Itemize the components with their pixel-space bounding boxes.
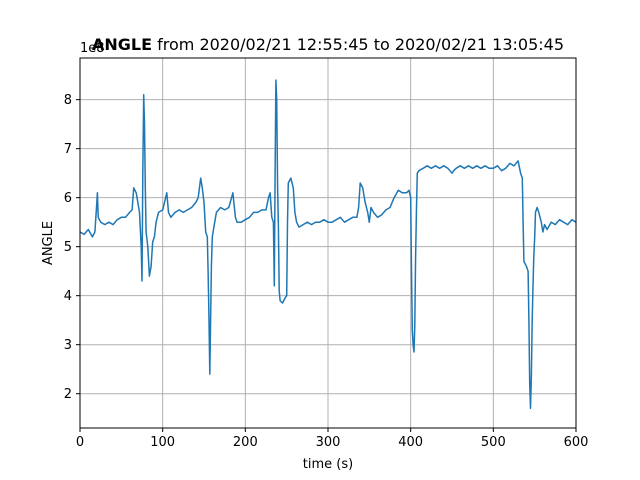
- axis-ticks: 0 100 200 300 400 500 600 2 3 4 5 6 7 8: [64, 93, 589, 450]
- series-line-0: [80, 79, 576, 410]
- chart-title: ANGLE from 2020/02/21 12:55:45 to 2020/0…: [92, 35, 564, 54]
- chart-title-rest: from 2020/02/21 12:55:45 to 2020/02/21 1…: [152, 35, 564, 54]
- series-layer: [80, 79, 576, 410]
- x-tick-label: 100: [150, 435, 175, 450]
- y-tick-label: 7: [64, 142, 72, 157]
- y-offset-label: 1e8: [80, 41, 105, 56]
- y-axis-label: ANGLE: [41, 221, 56, 265]
- x-axis-label: time (s): [303, 457, 353, 472]
- y-tick-label: 2: [64, 387, 72, 402]
- y-tick-label: 3: [64, 338, 72, 353]
- x-tick-label: 0: [76, 435, 84, 450]
- y-tick-label: 8: [64, 93, 72, 108]
- x-tick-label: 600: [564, 435, 589, 450]
- y-tick-label: 5: [64, 240, 72, 255]
- y-tick-label: 6: [64, 191, 72, 206]
- chart-title-bold: ANGLE: [92, 35, 152, 54]
- x-tick-label: 500: [481, 435, 506, 450]
- x-tick-label: 300: [316, 435, 341, 450]
- x-tick-label: 400: [398, 435, 423, 450]
- x-tick-label: 200: [233, 435, 258, 450]
- y-tick-label: 4: [64, 289, 72, 304]
